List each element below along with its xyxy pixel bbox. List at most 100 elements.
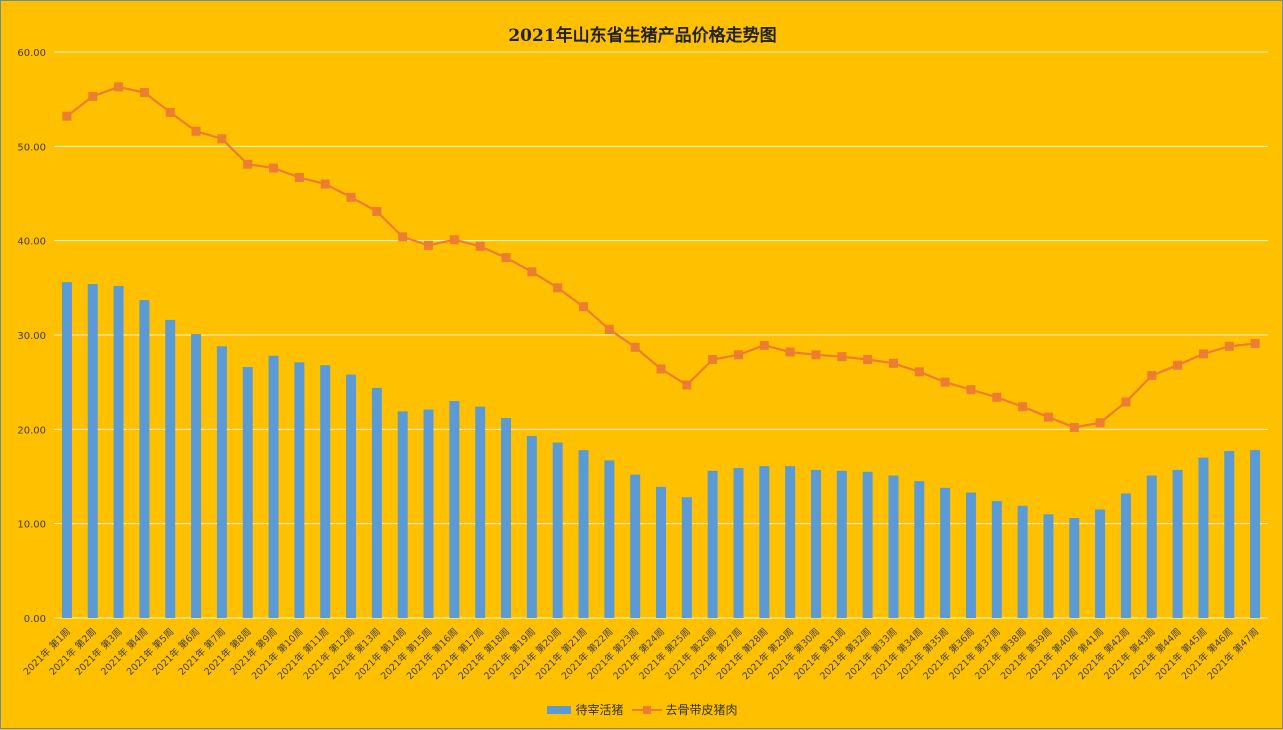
- line-point: [630, 342, 640, 352]
- line-point: [62, 111, 72, 121]
- bar: [320, 365, 331, 618]
- bar: [1146, 475, 1157, 618]
- bar: [1250, 450, 1261, 618]
- bar: [526, 435, 537, 618]
- bar: [139, 300, 150, 618]
- line-point: [992, 392, 1002, 402]
- bar: [552, 442, 563, 618]
- bar: [87, 284, 98, 618]
- line-point: [527, 267, 537, 277]
- y-tick-label: 50.00: [17, 142, 46, 153]
- bar: [294, 362, 305, 618]
- bar: [1120, 493, 1131, 618]
- line-point: [785, 347, 795, 357]
- bar: [1095, 509, 1106, 618]
- bar: [449, 401, 460, 618]
- bar: [475, 406, 486, 618]
- line-point: [759, 340, 769, 350]
- bar: [397, 411, 408, 618]
- bar: [113, 285, 124, 618]
- line-point: [114, 82, 124, 92]
- bar: [630, 474, 641, 618]
- y-tick-label: 30.00: [17, 331, 46, 342]
- line-point: [1095, 418, 1105, 428]
- line-point: [346, 192, 356, 202]
- line-point: [269, 163, 279, 173]
- bar: [191, 334, 202, 618]
- legend-swatch-bar: [547, 705, 572, 714]
- y-tick-label: 60.00: [17, 48, 46, 59]
- line-point: [165, 107, 175, 117]
- line-point: [475, 241, 485, 251]
- legend-item-bar-series: 待宰活猪: [547, 701, 624, 718]
- bar: [681, 497, 692, 618]
- line-point: [733, 350, 743, 360]
- line-point: [888, 358, 898, 368]
- line-point: [449, 235, 459, 245]
- bar: [501, 418, 512, 618]
- bar: [888, 475, 899, 618]
- line-point: [966, 385, 976, 395]
- line-point: [294, 172, 304, 182]
- line-point: [708, 355, 718, 365]
- bar: [242, 367, 253, 618]
- bar: [991, 501, 1002, 618]
- y-tick-label: 40.00: [17, 237, 46, 248]
- bar: [656, 486, 666, 618]
- bar: [604, 460, 615, 618]
- bar: [733, 468, 744, 618]
- line-point: [501, 253, 511, 263]
- bar: [836, 470, 847, 618]
- line-point: [863, 355, 873, 365]
- bar: [165, 319, 176, 618]
- line-point: [398, 232, 408, 242]
- line-point: [1224, 341, 1234, 351]
- line-point: [1250, 338, 1260, 348]
- chart-title: 2021年山东省生猪产品价格走势图: [508, 26, 777, 46]
- line-point: [320, 179, 330, 189]
- line-point: [1043, 412, 1053, 422]
- y-tick-label: 10.00: [17, 520, 46, 531]
- line-point: [837, 352, 847, 362]
- bar: [216, 346, 227, 618]
- line-point: [1173, 360, 1183, 370]
- line-point: [579, 302, 589, 312]
- line-point: [656, 364, 666, 374]
- line-point: [217, 134, 227, 144]
- bar: [1224, 451, 1235, 618]
- line-point: [1121, 397, 1131, 407]
- legend-label-line-series: 去骨带皮猪肉: [665, 703, 738, 717]
- legend-label-bar-series: 待宰活猪: [575, 703, 624, 717]
- line-point: [553, 283, 563, 293]
- legend: 待宰活猪 去骨带皮猪肉: [1, 701, 1283, 718]
- bar: [371, 387, 382, 618]
- bar: [862, 471, 873, 618]
- line-point: [191, 126, 201, 136]
- line-point: [243, 159, 253, 169]
- bar: [940, 487, 951, 618]
- line-point: [1147, 371, 1157, 381]
- bar: [578, 450, 589, 618]
- bar: [1069, 518, 1080, 618]
- bar: [423, 409, 434, 618]
- bar: [1172, 469, 1183, 618]
- bar: [1198, 457, 1209, 618]
- line-point: [372, 206, 382, 216]
- line-point: [940, 377, 950, 387]
- line-point: [1198, 349, 1208, 359]
- bar: [346, 374, 357, 618]
- y-tick-label: 0.00: [24, 614, 46, 625]
- bar: [810, 469, 821, 618]
- bar: [965, 492, 976, 618]
- line-point: [424, 240, 434, 250]
- bar: [785, 466, 796, 618]
- line-point: [139, 88, 149, 98]
- line-point: [682, 380, 692, 390]
- y-tick-label: 20.00: [17, 425, 46, 436]
- bar: [268, 355, 279, 618]
- line-point: [88, 91, 98, 101]
- line-point: [811, 350, 821, 360]
- bar: [707, 470, 718, 618]
